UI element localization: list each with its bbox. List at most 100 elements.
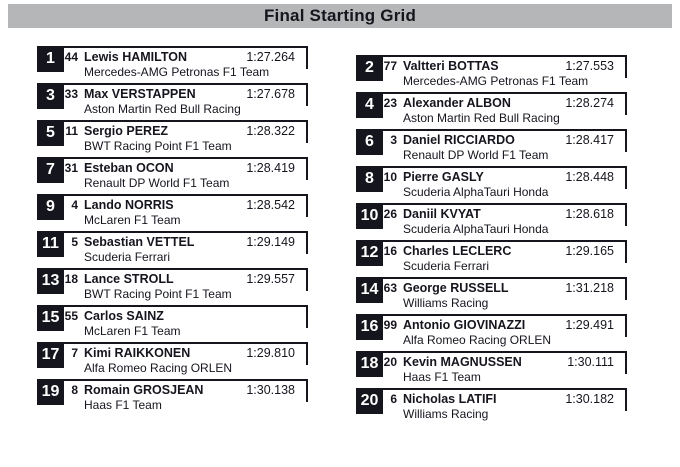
car-number: 44 (64, 50, 78, 64)
car-number: 63 (383, 281, 397, 295)
lap-time: 1:29.491 (565, 318, 614, 332)
position-badge: 11 (37, 231, 64, 257)
car-number: 3 (390, 133, 397, 147)
position-badge: 14 (356, 277, 383, 303)
position-badge: 8 (356, 166, 383, 192)
team-name: Williams Racing (403, 296, 489, 310)
team-name: Haas F1 Team (403, 370, 481, 384)
team-name: Aston Martin Red Bull Racing (403, 111, 560, 125)
driver-line: 7 Kimi RAIKKONEN (64, 344, 308, 361)
car-number: 33 (64, 87, 78, 101)
driver-line: 63 George RUSSELL (383, 279, 627, 296)
team-name: Renault DP World F1 Team (403, 148, 549, 162)
lap-time: 1:27.264 (246, 50, 295, 64)
driver-line: 11 Sergio PEREZ (64, 122, 308, 139)
grid-row: 16 99 Antonio GIOVINAZZI Alfa Romeo Raci… (356, 314, 627, 351)
driver-name: Romain GROSJEAN (84, 383, 204, 397)
lap-time: 1:28.618 (565, 207, 614, 221)
grid-row: 4 23 Alexander ALBON Aston Martin Red Bu… (356, 92, 627, 129)
driver-name: Sergio PEREZ (84, 124, 169, 138)
position-badge: 18 (356, 351, 383, 377)
grid-row: 9 4 Lando NORRIS McLaren F1 Team 1:28.54… (37, 194, 308, 231)
grid-column-left: 1 44 Lewis HAMILTON Mercedes-AMG Petrona… (37, 46, 308, 416)
team-name: Alfa Romeo Racing ORLEN (84, 361, 233, 375)
lap-time: 1:27.678 (246, 87, 295, 101)
team-name: Mercedes-AMG Petronas F1 Team (84, 65, 270, 79)
driver-line: 55 Carlos SAINZ (64, 307, 308, 324)
team-name: BWT Racing Point F1 Team (84, 139, 232, 153)
driver-name: Nicholas LATIFI (403, 392, 497, 406)
driver-name: Esteban OCON (84, 161, 174, 175)
grid-row: 12 16 Charles LECLERC Scuderia Ferrari 1… (356, 240, 627, 277)
driver-name: Alexander ALBON (403, 96, 511, 110)
grid-row: 10 26 Daniil KVYAT Scuderia AlphaTauri H… (356, 203, 627, 240)
lap-time: 1:29.557 (246, 272, 295, 286)
lap-time: 1:28.322 (246, 124, 295, 138)
driver-name: Carlos SAINZ (84, 309, 164, 323)
team-name: Williams Racing (403, 407, 489, 421)
position-badge: 2 (356, 55, 383, 81)
lap-time: 1:30.111 (567, 355, 614, 369)
lap-time: 1:29.165 (565, 244, 614, 258)
team-name: Alfa Romeo Racing ORLEN (403, 333, 552, 347)
grid-row: 15 55 Carlos SAINZ McLaren F1 Team (37, 305, 308, 342)
car-number: 4 (71, 198, 78, 212)
driver-name: Max VERSTAPPEN (84, 87, 196, 101)
grid-row: 3 33 Max VERSTAPPEN Aston Martin Red Bul… (37, 83, 308, 120)
team-name: Aston Martin Red Bull Racing (84, 102, 241, 116)
lap-time: 1:28.419 (246, 161, 295, 175)
driver-name: Lance STROLL (84, 272, 174, 286)
position-badge: 5 (37, 120, 64, 146)
position-badge: 12 (356, 240, 383, 266)
grid-row: 13 18 Lance STROLL BWT Racing Point F1 T… (37, 268, 308, 305)
driver-name: Pierre GASLY (403, 170, 484, 184)
grid-row: 11 5 Sebastian VETTEL Scuderia Ferrari 1… (37, 231, 308, 268)
position-badge: 20 (356, 388, 383, 414)
driver-line: 26 Daniil KVYAT (383, 205, 627, 222)
driver-line: 20 Kevin MAGNUSSEN (383, 353, 627, 370)
grid-row: 19 8 Romain GROSJEAN Haas F1 Team 1:30.1… (37, 379, 308, 416)
driver-line: 31 Esteban OCON (64, 159, 308, 176)
position-badge: 9 (37, 194, 64, 220)
driver-name: Antonio GIOVINAZZI (403, 318, 526, 332)
driver-name: Daniil KVYAT (403, 207, 481, 221)
lap-time: 1:29.149 (246, 235, 295, 249)
grid-row: 18 20 Kevin MAGNUSSEN Haas F1 Team 1:30.… (356, 351, 627, 388)
car-number: 7 (71, 346, 78, 360)
position-badge: 6 (356, 129, 383, 155)
car-number: 16 (383, 244, 397, 258)
grid-row: 14 63 George RUSSELL Williams Racing 1:3… (356, 277, 627, 314)
driver-name: George RUSSELL (403, 281, 509, 295)
team-name: McLaren F1 Team (84, 213, 181, 227)
position-badge: 15 (37, 305, 64, 331)
car-number: 23 (383, 96, 397, 110)
car-number: 8 (71, 383, 78, 397)
lap-time: 1:28.542 (246, 198, 295, 212)
team-name: Renault DP World F1 Team (84, 176, 230, 190)
team-name: Mercedes-AMG Petronas F1 Team (403, 74, 589, 88)
driver-name: Kimi RAIKKONEN (84, 346, 191, 360)
driver-name: Daniel RICCIARDO (403, 133, 515, 147)
car-number: 6 (390, 392, 397, 406)
position-badge: 16 (356, 314, 383, 340)
page-title: Final Starting Grid (263, 6, 417, 25)
lap-time: 1:28.417 (565, 133, 614, 147)
driver-line: 5 Sebastian VETTEL (64, 233, 308, 250)
grid-row: 8 10 Pierre GASLY Scuderia AlphaTauri Ho… (356, 166, 627, 203)
position-badge: 4 (356, 92, 383, 118)
driver-line: 99 Antonio GIOVINAZZI (383, 316, 627, 333)
grid-row: 20 6 Nicholas LATIFI Williams Racing 1:3… (356, 388, 627, 425)
lap-time: 1:30.138 (246, 383, 295, 397)
driver-line: 8 Romain GROSJEAN (64, 381, 308, 398)
team-name: Scuderia Ferrari (403, 259, 490, 273)
grid-row: 5 11 Sergio PEREZ BWT Racing Point F1 Te… (37, 120, 308, 157)
driver-line: 16 Charles LECLERC (383, 242, 627, 259)
position-badge: 7 (37, 157, 64, 183)
driver-name: Lando NORRIS (84, 198, 174, 212)
lap-time: 1:31.218 (565, 281, 614, 295)
position-badge: 19 (37, 379, 64, 405)
grid-row: 2 77 Valtteri BOTTAS Mercedes-AMG Petron… (356, 55, 627, 92)
car-number: 10 (383, 170, 397, 184)
driver-line: 23 Alexander ALBON (383, 94, 627, 111)
grid-row: 7 31 Esteban OCON Renault DP World F1 Te… (37, 157, 308, 194)
